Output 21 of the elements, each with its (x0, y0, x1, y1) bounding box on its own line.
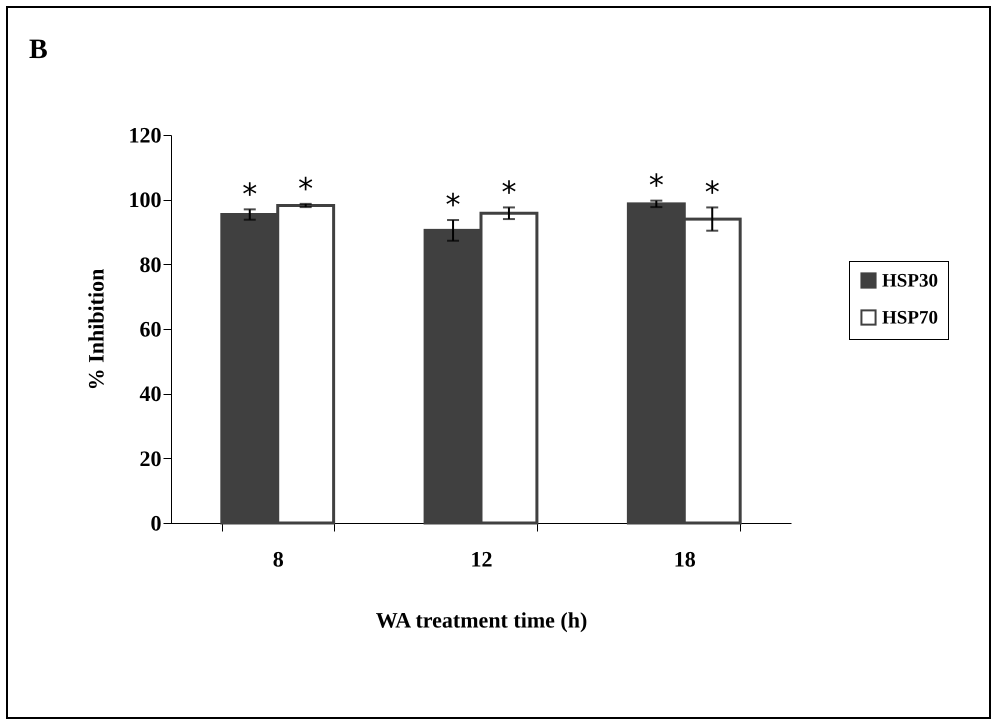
legend-label: HSP70 (882, 308, 938, 328)
x-tick-label: 18 (674, 546, 696, 572)
annotation: * (446, 188, 461, 224)
y-tick-label: 100 (128, 187, 162, 212)
y-axis-title: % Inhibition (84, 268, 108, 390)
y-tick-label: 40 (140, 381, 162, 406)
y-tick-label: 120 (128, 122, 162, 148)
y-tick-label: 80 (140, 252, 162, 277)
x-axis-title: WA treatment time (h) (376, 608, 588, 632)
x-tick-label: 8 (272, 546, 284, 572)
annotation: * (298, 172, 314, 207)
x-tick-label: 12 (470, 546, 492, 572)
y-tick-label: 0 (150, 510, 162, 536)
annotation: * (704, 175, 720, 210)
annotation: * (648, 168, 664, 204)
y-tick-label: 60 (140, 316, 162, 342)
legend-label: HSP30 (882, 270, 938, 292)
annotation: * (501, 175, 516, 210)
annotation: * (242, 177, 258, 212)
y-tick-label: 20 (140, 446, 162, 471)
chart-title: B (29, 34, 48, 65)
